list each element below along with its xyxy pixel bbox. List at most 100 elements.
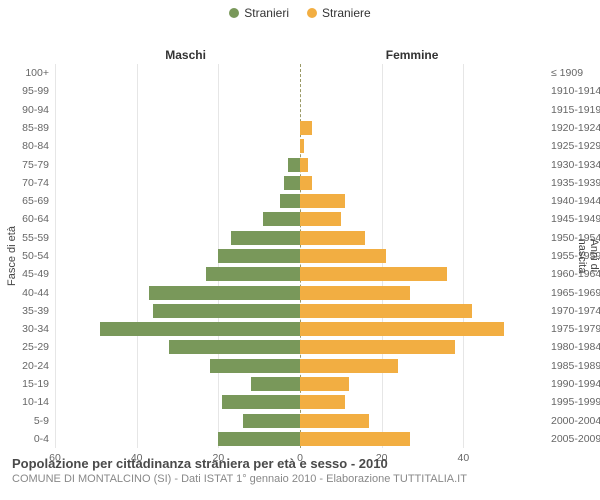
age-row: 65-691940-1944 (55, 192, 545, 210)
legend: Stranieri Straniere (0, 0, 600, 20)
age-label: 30-34 (22, 323, 55, 335)
bar-male (251, 377, 300, 391)
age-label: 70-74 (22, 177, 55, 189)
age-row: 20-241985-1989 (55, 357, 545, 375)
age-label: 5-9 (34, 415, 55, 427)
y-axis-label-left: Fasce di età (6, 226, 18, 286)
birth-label: 1910-1914 (545, 85, 600, 97)
bar-female (300, 176, 312, 190)
birth-label: 1975-1979 (545, 323, 600, 335)
age-row: 85-891920-1924 (55, 119, 545, 137)
birth-label: 1985-1989 (545, 360, 600, 372)
age-row: 95-991910-1914 (55, 82, 545, 100)
age-row: 80-841925-1929 (55, 137, 545, 155)
birth-label: 1995-1999 (545, 396, 600, 408)
legend-label-male: Stranieri (244, 6, 289, 20)
age-label: 75-79 (22, 159, 55, 171)
birth-label: 1935-1939 (545, 177, 600, 189)
age-row: 75-791930-1934 (55, 155, 545, 173)
age-label: 10-14 (22, 396, 55, 408)
age-label: 90-94 (22, 104, 55, 116)
age-row: 55-591950-1954 (55, 229, 545, 247)
age-row: 50-541955-1959 (55, 247, 545, 265)
bar-female (300, 304, 472, 318)
bar-male (153, 304, 300, 318)
chart-title: Popolazione per cittadinanza straniera p… (12, 456, 588, 471)
age-label: 100+ (25, 67, 55, 79)
column-header-left: Maschi (165, 48, 206, 62)
bar-female (300, 158, 308, 172)
age-label: 20-24 (22, 360, 55, 372)
age-label: 40-44 (22, 287, 55, 299)
age-row: 40-441965-1969 (55, 283, 545, 301)
bar-male (231, 231, 300, 245)
birth-label: 2005-2009 (545, 433, 600, 445)
age-row: 90-941915-1919 (55, 101, 545, 119)
bar-male (280, 194, 300, 208)
age-label: 0-4 (34, 433, 55, 445)
bar-male (149, 286, 300, 300)
bar-female (300, 359, 398, 373)
bar-female (300, 139, 304, 153)
bar-female (300, 194, 345, 208)
age-label: 60-64 (22, 213, 55, 225)
legend-item-female: Straniere (307, 6, 371, 20)
bar-female (300, 231, 365, 245)
age-row: 15-191990-1994 (55, 375, 545, 393)
bar-female (300, 286, 410, 300)
birth-label: 1965-1969 (545, 287, 600, 299)
bar-female (300, 249, 386, 263)
legend-swatch-female (307, 8, 317, 18)
bar-male (284, 176, 300, 190)
legend-label-female: Straniere (322, 6, 371, 20)
chart-subtitle: COMUNE DI MONTALCINO (SI) - Dati ISTAT 1… (12, 473, 588, 485)
age-row: 5-92000-2004 (55, 411, 545, 429)
age-label: 50-54 (22, 250, 55, 262)
chart-footer: Popolazione per cittadinanza straniera p… (12, 456, 588, 485)
pyramid-chart: 60402002040100+≤ 190995-991910-191490-94… (0, 20, 600, 478)
bar-female (300, 377, 349, 391)
birth-label: 1920-1924 (545, 122, 600, 134)
birth-label: 1980-1984 (545, 341, 600, 353)
birth-label: 1990-1994 (545, 378, 600, 390)
bar-female (300, 395, 345, 409)
age-label: 25-29 (22, 341, 55, 353)
age-row: 60-641945-1949 (55, 210, 545, 228)
bar-male (263, 212, 300, 226)
bar-female (300, 121, 312, 135)
column-header-right: Femmine (386, 48, 439, 62)
bar-male (100, 322, 300, 336)
age-row: 30-341975-1979 (55, 320, 545, 338)
age-row: 0-42005-2009 (55, 430, 545, 448)
birth-label: 1930-1934 (545, 159, 600, 171)
birth-label: 1970-1974 (545, 305, 600, 317)
bar-male (206, 267, 300, 281)
bar-male (218, 249, 300, 263)
age-row: 45-491960-1964 (55, 265, 545, 283)
bar-male (222, 395, 300, 409)
age-label: 80-84 (22, 140, 55, 152)
bar-male (210, 359, 300, 373)
birth-label: 2000-2004 (545, 415, 600, 427)
bar-male (243, 414, 300, 428)
bar-female (300, 340, 455, 354)
age-label: 45-49 (22, 268, 55, 280)
plot-area: 60402002040100+≤ 190995-991910-191490-94… (55, 64, 545, 448)
bar-female (300, 322, 504, 336)
age-row: 100+≤ 1909 (55, 64, 545, 82)
legend-swatch-male (229, 8, 239, 18)
bar-female (300, 267, 447, 281)
age-row: 25-291980-1984 (55, 338, 545, 356)
bar-male (169, 340, 300, 354)
age-label: 35-39 (22, 305, 55, 317)
birth-label: 1945-1949 (545, 213, 600, 225)
age-row: 70-741935-1939 (55, 174, 545, 192)
birth-label: 1915-1919 (545, 104, 600, 116)
age-label: 55-59 (22, 232, 55, 244)
age-label: 65-69 (22, 195, 55, 207)
bar-male (218, 432, 300, 446)
y-axis-label-right: Anni di nascita (576, 239, 600, 274)
birth-label: 1925-1929 (545, 140, 600, 152)
birth-label: 1940-1944 (545, 195, 600, 207)
age-label: 95-99 (22, 85, 55, 97)
